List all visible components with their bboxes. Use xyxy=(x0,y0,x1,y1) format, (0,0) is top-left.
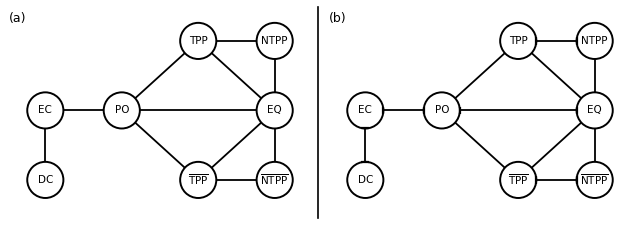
Circle shape xyxy=(257,23,292,59)
Circle shape xyxy=(257,92,292,128)
Circle shape xyxy=(180,162,216,198)
Circle shape xyxy=(28,162,63,198)
Circle shape xyxy=(257,162,292,198)
Circle shape xyxy=(28,92,63,128)
Circle shape xyxy=(577,92,612,128)
Text: TPP: TPP xyxy=(189,36,207,46)
Circle shape xyxy=(104,92,140,128)
Circle shape xyxy=(424,92,460,128)
Text: EC: EC xyxy=(38,106,52,115)
Text: $\overline{\mathrm{TPP}}$: $\overline{\mathrm{TPP}}$ xyxy=(188,173,209,187)
Text: DC: DC xyxy=(358,175,373,185)
Text: $\overline{\mathrm{NTPP}}$: $\overline{\mathrm{NTPP}}$ xyxy=(260,173,289,187)
Text: $\overline{\mathrm{TPP}}$: $\overline{\mathrm{TPP}}$ xyxy=(508,173,529,187)
Circle shape xyxy=(180,23,216,59)
Text: TPP: TPP xyxy=(509,36,527,46)
Circle shape xyxy=(577,162,612,198)
Text: $\overline{\mathrm{NTPP}}$: $\overline{\mathrm{NTPP}}$ xyxy=(580,173,609,187)
Text: EQ: EQ xyxy=(268,106,282,115)
Circle shape xyxy=(500,162,536,198)
Circle shape xyxy=(577,23,612,59)
Text: PO: PO xyxy=(115,106,129,115)
Text: DC: DC xyxy=(38,175,53,185)
Circle shape xyxy=(500,23,536,59)
Text: EQ: EQ xyxy=(588,106,602,115)
Text: NTPP: NTPP xyxy=(261,36,288,46)
Text: (a): (a) xyxy=(9,12,27,25)
Text: EC: EC xyxy=(358,106,372,115)
Circle shape xyxy=(348,92,383,128)
Text: (b): (b) xyxy=(329,12,347,25)
Circle shape xyxy=(348,162,383,198)
Text: NTPP: NTPP xyxy=(581,36,608,46)
Text: PO: PO xyxy=(435,106,449,115)
